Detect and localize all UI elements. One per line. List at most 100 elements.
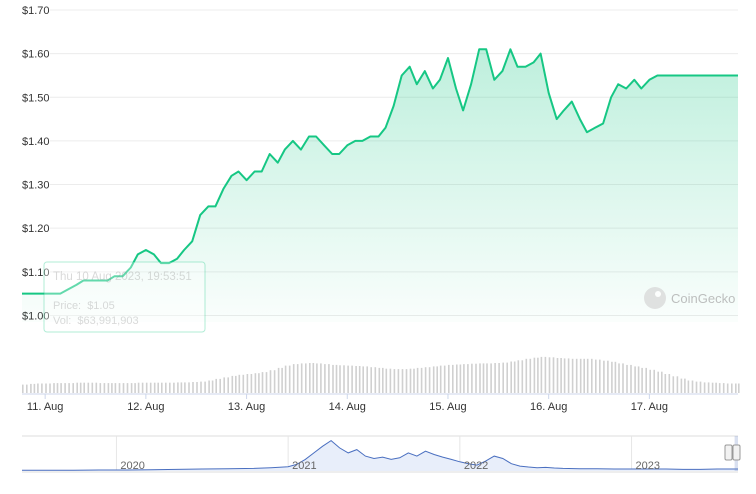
volume-bar	[118, 383, 121, 393]
volume-bar	[351, 365, 353, 393]
volume-bar	[316, 363, 318, 393]
volume-bar	[292, 364, 295, 393]
volume-bar	[269, 370, 272, 393]
volume-bar	[591, 358, 593, 393]
volume-bar	[385, 368, 388, 393]
volume-bar	[653, 369, 655, 393]
volume-bar	[196, 382, 198, 393]
volume-bar	[79, 382, 82, 393]
volume-bar	[452, 364, 454, 393]
volume-bar	[405, 369, 408, 393]
volume-bar	[223, 377, 225, 393]
volume-bar	[238, 374, 241, 393]
volume-bar	[420, 367, 423, 393]
volume-bar	[502, 362, 504, 393]
tooltip-price: Price: $1.05	[53, 300, 115, 312]
volume-bar	[695, 381, 698, 393]
coingecko-logo-icon	[644, 287, 666, 309]
coingecko-watermark: CoinGecko	[644, 287, 735, 309]
volume-bar	[177, 382, 179, 393]
volume-bar	[335, 364, 338, 393]
volume-bar	[83, 382, 85, 393]
volume-bar	[68, 383, 70, 393]
volume-bar	[126, 383, 129, 393]
volume-bar	[436, 366, 438, 393]
volume-bar	[231, 375, 234, 393]
volume-bar	[137, 382, 140, 393]
volume-bar	[517, 360, 520, 393]
volume-bar	[273, 370, 276, 393]
volume-bar	[529, 358, 532, 393]
volume-bar	[188, 382, 190, 393]
volume-bar	[211, 380, 214, 393]
navigator[interactable]: 2020 2021 2022 2023	[22, 435, 741, 473]
x-tick-label: 14. Aug	[329, 401, 366, 413]
volume-bar	[296, 364, 299, 393]
volume-bar	[246, 374, 249, 393]
volume-bar	[215, 378, 217, 393]
volume-bar	[281, 367, 283, 393]
y-tick-label: $1.30	[22, 180, 50, 192]
volume-bar	[506, 362, 508, 393]
volume-bar	[378, 367, 381, 393]
navigator-line	[22, 439, 738, 471]
volume-bar	[540, 356, 543, 393]
volume-bar	[339, 365, 341, 393]
volume-bar	[53, 383, 55, 393]
volume-bar	[560, 358, 562, 393]
volume-bar	[72, 383, 74, 393]
volume-bar	[184, 382, 186, 393]
volume-bar	[637, 366, 640, 393]
volume-bar	[645, 367, 647, 393]
volume-bar	[60, 383, 62, 393]
volume-bar	[668, 374, 671, 393]
volume-bar	[30, 383, 32, 393]
volume-bar	[684, 378, 686, 393]
volume-bar	[718, 383, 721, 393]
volume-bar	[397, 369, 400, 393]
volume-bar	[618, 363, 620, 393]
tooltip-price-label: Price:	[53, 300, 81, 312]
volume-bar	[548, 357, 551, 393]
volume-bar	[456, 364, 458, 393]
navigator-year-label: 2022	[464, 460, 488, 472]
volume-bar	[626, 364, 628, 393]
x-tick-label: 12. Aug	[127, 401, 164, 413]
tooltip-box	[43, 261, 206, 333]
volume-bar	[641, 367, 643, 393]
volume-bar	[699, 381, 702, 393]
watermark-text: CoinGecko	[671, 291, 735, 306]
x-tick-label: 11. Aug	[27, 401, 64, 413]
volume-bar	[424, 367, 427, 393]
navigator-handle-right[interactable]	[732, 444, 741, 461]
volume-bar	[107, 383, 110, 393]
volume-bar	[153, 382, 156, 393]
volume-bar	[413, 368, 415, 393]
volume-bar	[261, 372, 264, 393]
volume-bar	[328, 364, 330, 393]
volume-bar	[250, 374, 253, 393]
volume-bar	[200, 381, 202, 393]
volume-bar	[722, 383, 725, 393]
y-tick-label: $1.50	[22, 92, 50, 104]
navigator-year-label: 2020	[120, 460, 144, 472]
volume-bar	[37, 383, 39, 393]
tooltip-title: Thu 10 Aug 2023, 19:53:51	[53, 271, 192, 283]
volume-bar	[563, 358, 566, 393]
volume-bar	[56, 383, 59, 393]
volume-bar	[649, 369, 651, 393]
volume-bar	[366, 366, 368, 393]
y-tick-label: $1.60	[22, 49, 50, 61]
volume-bar	[579, 358, 582, 393]
volume-bar	[343, 365, 345, 393]
price-series-line[interactable]	[22, 48, 738, 295]
navigator-handle-left[interactable]	[724, 444, 733, 461]
volume-bar	[586, 358, 589, 393]
volume-bar	[347, 365, 349, 393]
volume-bar	[355, 366, 357, 393]
volume-bar	[277, 367, 280, 393]
volume-bar	[134, 383, 136, 393]
volume-bar	[552, 357, 555, 393]
volume-bar	[510, 361, 512, 393]
